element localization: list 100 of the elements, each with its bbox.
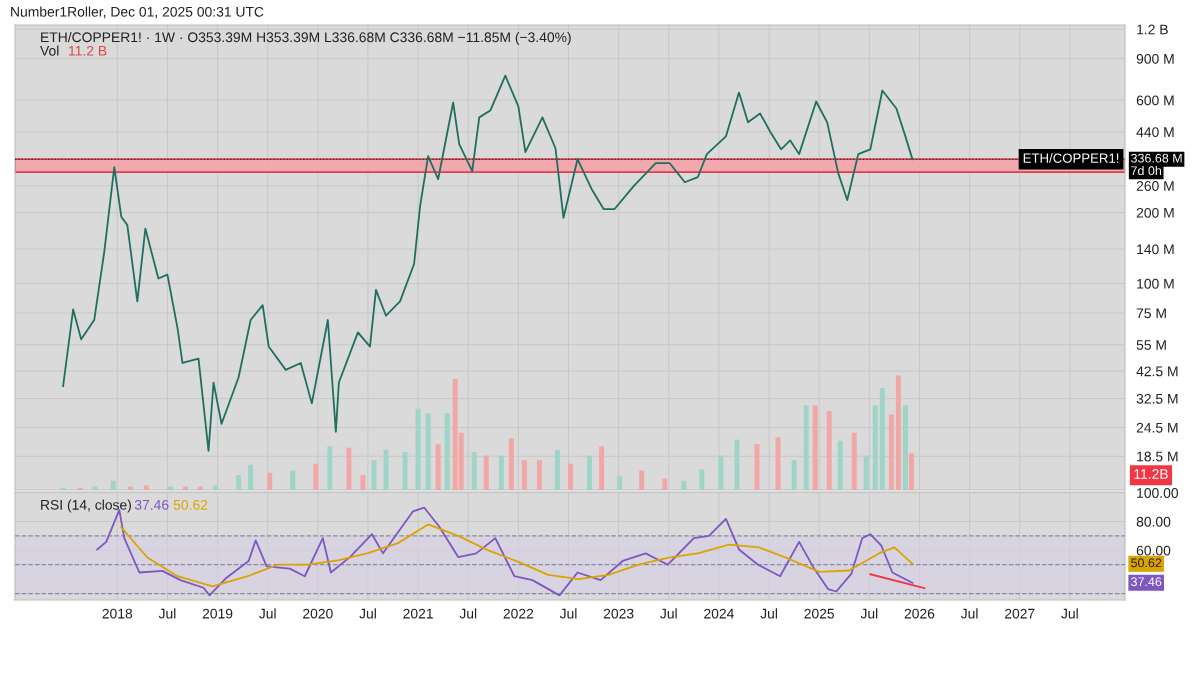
y-tick-label: 440 M <box>1136 127 1174 138</box>
x-tick-label: 2018 <box>102 608 133 619</box>
bar <box>599 446 605 490</box>
text: 37.46 <box>1131 577 1162 587</box>
bar <box>812 405 818 490</box>
x-tick-label: Jul <box>1061 608 1078 619</box>
y-tick-label: 100 M <box>1137 278 1174 289</box>
bar <box>267 472 273 490</box>
bar <box>143 485 149 490</box>
bar <box>236 475 242 490</box>
x-tick-label: 2027 <box>1004 608 1035 619</box>
line-series <box>62 74 914 452</box>
bar <box>863 455 869 490</box>
bar <box>444 413 450 490</box>
bar <box>110 480 116 490</box>
x-tick-label: 2026 <box>904 608 935 619</box>
bar <box>888 414 894 490</box>
annotation: 50.62 <box>173 499 208 510</box>
y-tick-label: 55 M <box>1136 340 1166 350</box>
bar <box>681 480 687 490</box>
y-tick-label: 900 M <box>1136 53 1174 64</box>
text: 50.62 <box>1131 558 1162 568</box>
bar <box>718 455 724 490</box>
bar <box>508 438 514 490</box>
annotation: Vol <box>40 45 59 56</box>
bar <box>826 410 832 490</box>
x-tick-label: Jul <box>960 608 978 619</box>
annotation: 11.2 B <box>69 45 107 56</box>
bar <box>60 487 66 490</box>
y-tick-label: 1.2 B <box>1137 24 1168 35</box>
y-tick-label: 200 M <box>1136 207 1174 218</box>
bar <box>879 388 885 490</box>
bar <box>383 449 389 490</box>
y-tick-label: 80.00 <box>1136 516 1171 527</box>
bar <box>851 432 857 490</box>
bar <box>587 455 593 490</box>
x-tick-label: Jul <box>259 608 276 619</box>
x-tick-label: 2022 <box>503 608 534 619</box>
text: 336.68 M <box>1131 153 1182 163</box>
bar <box>662 478 668 490</box>
bar <box>554 449 560 490</box>
text: 11.2B <box>1134 469 1168 479</box>
annotation: 37.46 <box>134 499 169 510</box>
x-tick-label: 2024 <box>704 608 734 619</box>
y-tick-label: 60.00 <box>1136 545 1171 556</box>
y-tick-label: 100.00 <box>1137 488 1179 498</box>
bar <box>699 469 705 490</box>
line-series <box>120 523 914 588</box>
y-tick-label: 42.5 M <box>1136 366 1178 377</box>
y-tick-label: 24.5 M <box>1136 422 1178 433</box>
bar <box>77 487 83 490</box>
x-tick-label: 2025 <box>804 608 835 619</box>
x-tick-label: Jul <box>158 608 176 619</box>
y-tick-label: 32.5 M <box>1136 393 1178 404</box>
text: Number1Roller, Dec 01, 2025 00:31 UTC <box>11 6 264 19</box>
bar <box>734 439 740 490</box>
bar <box>327 446 333 490</box>
x-tick-label: 2020 <box>303 608 333 619</box>
bar <box>248 464 254 490</box>
bar <box>895 375 901 490</box>
bar <box>290 470 296 490</box>
bar <box>435 444 441 490</box>
x-tick-label: Jul <box>559 608 577 619</box>
y-tick-label: 600 M <box>1136 95 1174 106</box>
bar <box>371 460 377 490</box>
bar <box>213 485 219 490</box>
bar <box>837 440 843 490</box>
bar <box>471 452 477 490</box>
bar <box>803 405 809 490</box>
bar <box>775 437 781 490</box>
bar <box>639 470 645 490</box>
bar <box>754 444 760 490</box>
y-tick-label: 140 M <box>1137 244 1174 255</box>
x-tick-label: Jul <box>760 608 777 619</box>
bar <box>415 408 421 490</box>
y-tick-label: 260 M <box>1136 181 1174 191</box>
bar <box>521 460 527 490</box>
bar <box>872 405 878 490</box>
y-tick-label: 18.5 M <box>1137 451 1178 462</box>
bar <box>346 447 352 490</box>
x-tick-label: Jul <box>359 608 376 619</box>
x-tick-label: Jul <box>459 608 477 619</box>
bar <box>360 475 366 490</box>
bar <box>617 476 623 490</box>
bar <box>498 455 504 490</box>
text: RSI (14, close) <box>41 499 131 513</box>
bar <box>483 455 489 490</box>
bar <box>425 413 431 490</box>
bar <box>902 405 908 490</box>
text: 7d 0h <box>1131 165 1162 176</box>
x-tick-label: 2021 <box>403 608 433 619</box>
bar <box>908 453 914 490</box>
bar <box>791 460 797 490</box>
x-tick-label: 2019 <box>202 608 233 619</box>
bar <box>567 463 574 490</box>
bar <box>536 460 542 490</box>
chart-title: ETH/COPPER1! · 1W · O353.39M H353.39M L336.68M C336.68M −11.85M (−3.40%) <box>41 31 571 45</box>
y-tick-label: 75 M <box>1136 308 1166 319</box>
bar <box>313 463 319 490</box>
x-tick-label: 2023 <box>603 608 634 619</box>
